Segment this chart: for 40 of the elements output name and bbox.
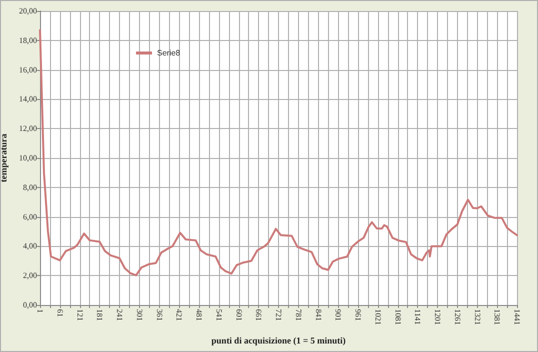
y-tick-label: 14,00 [19,94,37,104]
x-tick-label: 1441 [512,309,522,325]
y-tick-label: 4,00 [23,242,37,251]
y-axis-title: temperatura [0,133,9,182]
x-tick-label: 661 [254,309,264,321]
y-tick-label: 18,00 [19,36,37,45]
x-tick-label: 721 [274,309,283,321]
y-tick-label: 6,00 [23,212,37,222]
x-tick-label: 481 [194,309,204,321]
y-tick-label: 0,00 [23,300,37,310]
x-tick-label: 601 [234,309,244,321]
y-tick-label: 12,00 [19,124,37,134]
x-tick-label: 1261 [452,309,462,325]
x-tick-label: 841 [314,309,323,321]
y-tick-label: 10,00 [19,154,37,162]
x-tick-label: 1021 [373,309,382,325]
x-tick-label: 781 [294,309,303,321]
x-tick-label: 121 [75,309,84,321]
x-tick-label: 1321 [472,309,482,325]
x-tick-label: 541 [214,309,224,321]
legend-label: Serie8 [157,48,181,58]
x-tick-label: 361 [154,309,164,321]
x-tick-label: 1381 [492,309,502,325]
x-tick-label: 1141 [413,309,422,325]
x-axis-title: punti di acquisizione (1 = 5 minuti) [211,336,346,346]
x-tick-label: 421 [174,309,184,321]
x-tick-label: 181 [95,309,104,321]
line-series [39,29,518,276]
y-tick-label: 8,00 [23,182,37,192]
y-tick-label: 16,00 [19,65,37,74]
x-tick-label: 1 [36,309,44,313]
y-tick-label: 2,00 [23,271,37,280]
x-tick-label: 241 [115,309,124,321]
x-tick-label: 961 [354,309,362,321]
x-tick-label: 1081 [393,309,402,325]
x-tick-label: 901 [334,309,343,321]
x-tick-label: 1201 [433,309,442,325]
y-tick-label: 20,00 [19,6,37,16]
x-tick-label: 301 [134,309,144,321]
x-tick-label: 61 [55,309,64,317]
